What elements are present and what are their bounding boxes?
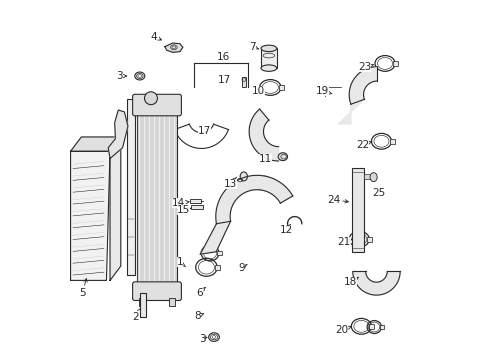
Ellipse shape	[136, 73, 142, 78]
FancyBboxPatch shape	[132, 282, 181, 301]
Text: 25: 25	[372, 188, 385, 198]
Bar	[140, 293, 145, 317]
Text: 4: 4	[150, 32, 161, 41]
Bar	[137, 112, 177, 284]
Polygon shape	[110, 137, 121, 280]
Circle shape	[144, 92, 157, 105]
Bar	[366, 237, 371, 242]
Text: 23: 23	[357, 62, 373, 72]
Text: 1: 1	[176, 257, 185, 267]
Text: 11: 11	[258, 154, 271, 164]
Polygon shape	[352, 271, 399, 295]
Bar	[241, 77, 245, 87]
Text: 18: 18	[343, 277, 358, 287]
Polygon shape	[108, 110, 128, 158]
Text: 8: 8	[193, 311, 203, 321]
Bar	[270, 181, 275, 185]
Text: 24: 24	[326, 195, 347, 205]
Bar	[217, 251, 221, 255]
Text: 9: 9	[238, 263, 247, 273]
Bar	[351, 168, 363, 252]
Ellipse shape	[261, 65, 276, 71]
Ellipse shape	[135, 72, 144, 80]
Text: 16: 16	[216, 52, 229, 62]
Text: 17: 17	[218, 75, 231, 85]
Ellipse shape	[278, 153, 287, 161]
Polygon shape	[215, 175, 292, 224]
Text: 7: 7	[248, 42, 258, 51]
Text: 19: 19	[315, 86, 331, 96]
FancyBboxPatch shape	[132, 94, 181, 116]
Text: 22: 22	[355, 140, 371, 150]
Ellipse shape	[240, 172, 247, 181]
Bar	[379, 325, 383, 329]
Text: 13: 13	[223, 177, 236, 189]
Bar	[392, 61, 397, 66]
Bar	[363, 174, 373, 179]
Bar	[278, 85, 284, 90]
Text: 6: 6	[196, 287, 205, 298]
Ellipse shape	[369, 173, 376, 181]
Text: 3: 3	[199, 333, 206, 343]
Polygon shape	[200, 221, 230, 254]
Text: 15: 15	[177, 206, 190, 216]
Text: 20: 20	[334, 325, 350, 335]
Text: 3: 3	[116, 71, 126, 81]
Text: 14: 14	[171, 198, 189, 208]
Text: 5: 5	[79, 279, 87, 298]
Polygon shape	[249, 109, 278, 161]
Polygon shape	[348, 67, 376, 104]
Polygon shape	[70, 151, 110, 280]
Ellipse shape	[280, 154, 285, 159]
Bar	[126, 99, 135, 275]
Ellipse shape	[208, 333, 219, 341]
Bar	[168, 298, 174, 306]
Polygon shape	[164, 43, 183, 52]
Bar	[215, 265, 220, 270]
Ellipse shape	[138, 75, 142, 77]
Bar	[139, 298, 145, 306]
Polygon shape	[338, 99, 364, 124]
Bar	[389, 139, 394, 144]
Text: 12: 12	[280, 225, 293, 235]
Polygon shape	[70, 137, 121, 151]
Bar	[191, 205, 203, 210]
Text: 21: 21	[337, 237, 350, 247]
Text: 10: 10	[251, 86, 264, 96]
Text: 2: 2	[132, 309, 141, 322]
Ellipse shape	[212, 336, 215, 338]
Text: 17: 17	[197, 126, 210, 135]
Bar	[261, 48, 276, 68]
Bar	[190, 199, 201, 203]
Bar	[369, 324, 374, 329]
Ellipse shape	[210, 334, 217, 340]
Ellipse shape	[261, 45, 276, 51]
